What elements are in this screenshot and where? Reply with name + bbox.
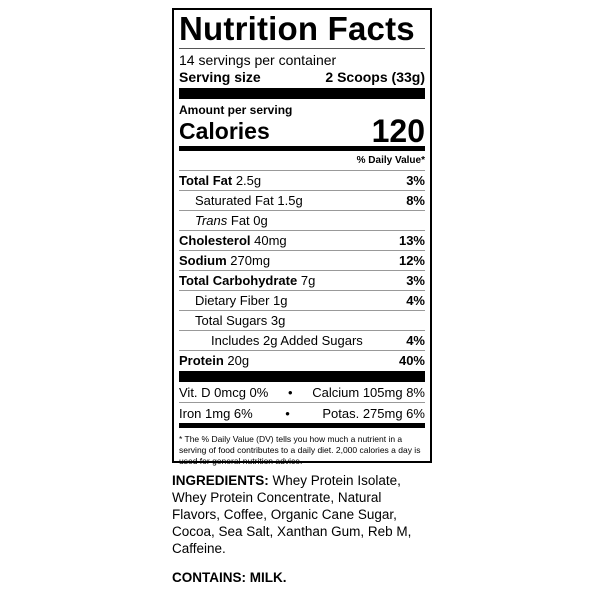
- nutrient-name: Total Sugars: [195, 313, 268, 328]
- nutrient-dv: 40%: [398, 353, 425, 368]
- serving-size-value: 2 Scoops (33g): [325, 69, 425, 85]
- medium-divider: [179, 423, 425, 428]
- allergen-statement: CONTAINS: MILK.: [172, 570, 287, 585]
- micronutrient-right: Calcium 105mg 8%: [312, 384, 425, 400]
- servings-text: 14 servings per container: [179, 51, 337, 68]
- nutrient-row-trans-fat: Trans Fat 0g: [179, 211, 425, 231]
- nutrient-row-saturated-fat: Saturated Fat 1.5g 8%: [179, 191, 425, 211]
- nutrient-name: Includes 2g Added Sugars: [211, 333, 363, 348]
- calories-row: Calories 120: [179, 113, 425, 149]
- micronutrient-left: Vit. D 0mcg 0%: [179, 384, 269, 400]
- nutrient-amount: 40mg: [254, 233, 287, 248]
- bullet: •: [288, 384, 293, 400]
- nutrient-name: Cholesterol: [179, 233, 251, 248]
- micronutrient-row: Vit. D 0mcg 0% • Calcium 105mg 8%: [179, 382, 425, 403]
- nutrient-amount: 1g: [273, 293, 288, 308]
- dv-header: % Daily Value*: [179, 151, 425, 171]
- nutrient-name: Dietary Fiber: [195, 293, 270, 308]
- footnote: * The % Daily Value (DV) tells you how m…: [179, 434, 421, 466]
- nutrient-name: Total Fat: [179, 173, 233, 188]
- serving-size-row: Serving size 2 Scoops (33g): [179, 68, 425, 86]
- nutrient-amount: 1.5g: [277, 193, 303, 208]
- nutrient-dv: 8%: [406, 193, 425, 208]
- nutrient-name: Protein: [179, 353, 224, 368]
- nutrient-name: Trans: [195, 213, 228, 228]
- amount-per-serving: Amount per serving: [179, 102, 425, 118]
- dv-header-text: % Daily Value*: [356, 155, 425, 166]
- nutrient-row-protein: Protein 20g 40%: [179, 351, 425, 370]
- thick-divider: [179, 371, 425, 382]
- nutrient-name: Sodium: [179, 253, 227, 268]
- nutrient-dv: 3%: [406, 273, 425, 288]
- nutrient-row-added-sugars: Includes 2g Added Sugars 4%: [179, 331, 425, 351]
- ingredients: INGREDIENTS: Whey Protein Isolate, Whey …: [172, 472, 432, 557]
- calories-value: 120: [371, 112, 425, 149]
- nutrient-row-total-sugars: Total Sugars 3g: [179, 311, 425, 331]
- servings-per-container: 14 servings per container: [179, 51, 425, 68]
- nutrient-name: Total Carbohydrate: [179, 273, 298, 288]
- nutrient-row-total-fat: Total Fat 2.5g 3%: [179, 171, 425, 191]
- nutrient-dv: 4%: [406, 333, 425, 348]
- micronutrient-row: Iron 1mg 6% • Potas. 275mg 6%: [179, 403, 425, 423]
- thick-divider: [179, 88, 425, 99]
- nutrient-row-sodium: Sodium 270mg 12%: [179, 251, 425, 271]
- divider: [179, 48, 425, 49]
- ingredients-label: INGREDIENTS:: [172, 473, 269, 488]
- nutrient-row-dietary-fiber: Dietary Fiber 1g 4%: [179, 291, 425, 311]
- medium-divider: [179, 146, 425, 151]
- nutrient-amount: 2.5g: [235, 173, 262, 188]
- micronutrient-right: Potas. 275mg 6%: [322, 405, 425, 421]
- calories-label: Calories: [179, 117, 270, 144]
- micronutrient-left: Iron 1mg 6%: [179, 405, 253, 421]
- nutrient-name: Saturated Fat: [195, 193, 274, 208]
- nutrient-dv: 12%: [398, 253, 425, 268]
- nutrient-amount: 7g: [300, 273, 316, 288]
- label-title: Nutrition Facts: [179, 10, 415, 47]
- ingredients-text: Whey Protein Isolate, Whey Protein Conce…: [172, 473, 412, 556]
- bullet: •: [285, 405, 290, 421]
- nutrient-row-cholesterol: Cholesterol 40mg 13%: [179, 231, 425, 251]
- nutrient-amount: Fat 0g: [230, 213, 268, 228]
- nutrient-dv: 13%: [398, 233, 425, 248]
- amount-per-serving-text: Amount per serving: [179, 103, 293, 117]
- nutrient-dv: 3%: [406, 173, 425, 188]
- nutrient-amount: 20g: [227, 353, 250, 368]
- nutrient-row-total-carbohydrate: Total Carbohydrate 7g 3%: [179, 271, 425, 291]
- nutrient-dv: 4%: [406, 293, 425, 308]
- nutrient-amount: 3g: [270, 313, 286, 328]
- nutrition-facts-label: Nutrition Facts 14 servings per containe…: [172, 8, 432, 466]
- nutrient-amount: 270mg: [230, 253, 271, 268]
- serving-size-label: Serving size: [179, 69, 261, 85]
